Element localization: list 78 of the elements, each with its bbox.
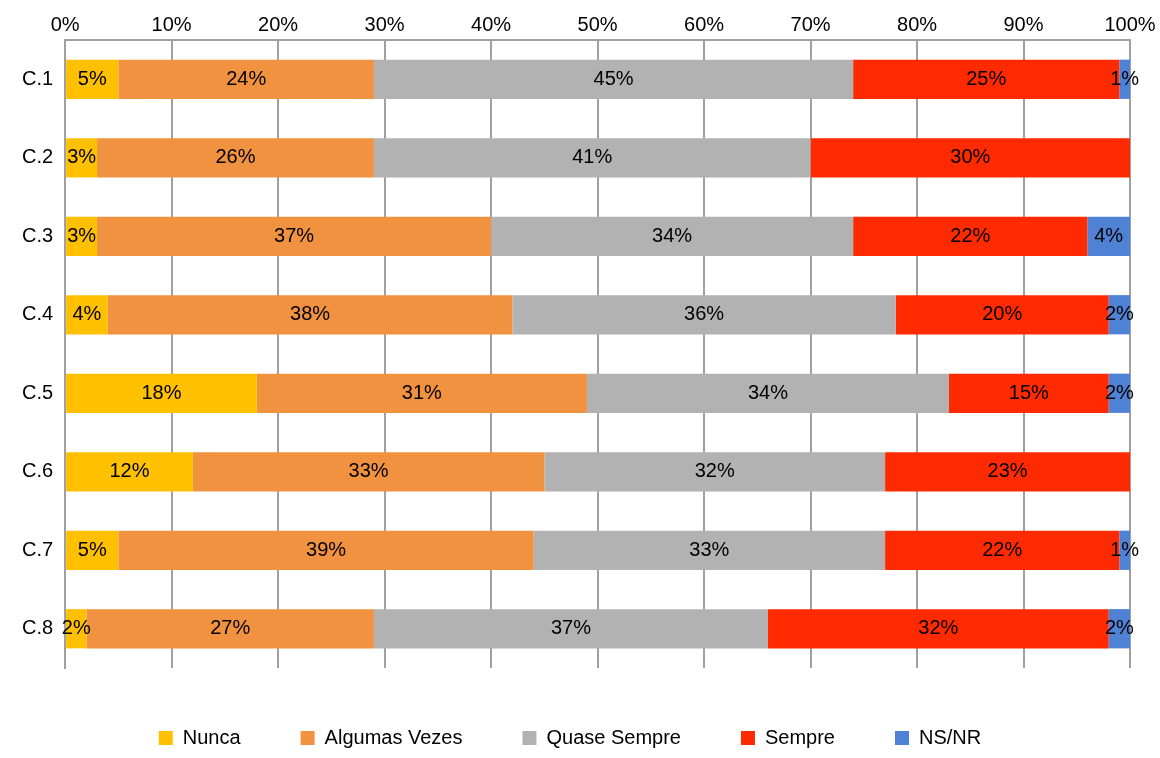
data-label: 34% xyxy=(652,223,693,246)
data-label: 1% xyxy=(1110,537,1140,560)
data-label: 5% xyxy=(77,537,107,560)
data-label: 31% xyxy=(401,380,443,403)
x-tick-label: 50% xyxy=(577,12,618,35)
bar xyxy=(256,373,587,413)
data-label: 32% xyxy=(694,459,735,482)
data-label: 3% xyxy=(67,223,97,246)
x-tick-label: 70% xyxy=(790,12,831,35)
data-label: 36% xyxy=(684,302,725,325)
y-tick-label: C.2 xyxy=(22,145,54,168)
data-label: 39% xyxy=(306,537,347,560)
x-tick-label: 90% xyxy=(1003,12,1044,35)
x-tick-label: 60% xyxy=(684,12,725,35)
y-tick-label: C.8 xyxy=(22,616,54,639)
data-label: 3% xyxy=(67,145,97,168)
legend-label: Algumas Vezes xyxy=(324,725,463,748)
data-label: 37% xyxy=(550,616,592,639)
data-label: 41% xyxy=(572,145,613,168)
data-label: 34% xyxy=(747,380,789,403)
bar xyxy=(533,530,886,570)
bar xyxy=(586,373,949,413)
bar xyxy=(853,216,1088,256)
bar xyxy=(97,216,492,256)
bar xyxy=(66,373,257,413)
bar xyxy=(373,138,811,178)
x-tick-label: 30% xyxy=(364,12,405,35)
x-tick-label: 80% xyxy=(897,12,938,35)
bar xyxy=(97,138,374,178)
data-label: 15% xyxy=(1008,380,1050,403)
data-label: 30% xyxy=(950,145,991,168)
x-tick-label: 10% xyxy=(151,12,192,35)
legend-label: Sempre xyxy=(764,725,835,748)
bar xyxy=(512,295,896,335)
bar xyxy=(107,295,513,335)
data-label: 5% xyxy=(77,66,107,89)
bar xyxy=(373,609,768,649)
bar xyxy=(66,452,193,492)
data-label: 38% xyxy=(290,302,331,325)
y-tick-label: C.6 xyxy=(22,459,54,482)
data-label: 12% xyxy=(109,459,150,482)
data-label: 27% xyxy=(210,616,251,639)
data-label: 32% xyxy=(918,616,959,639)
y-tick-label: C.3 xyxy=(22,223,54,246)
legend-label: Quase Sempre xyxy=(546,725,681,748)
data-label: 26% xyxy=(215,145,256,168)
y-tick-label: C.5 xyxy=(22,380,54,403)
data-label: 37% xyxy=(274,223,315,246)
bar xyxy=(491,216,854,256)
x-tick-label: 40% xyxy=(471,12,512,35)
bar xyxy=(118,530,534,570)
data-label: 45% xyxy=(593,66,634,89)
data-label: 33% xyxy=(689,537,730,560)
data-label: 25% xyxy=(966,66,1007,89)
bar xyxy=(885,452,1130,492)
bar xyxy=(373,59,854,99)
data-label: 23% xyxy=(987,459,1028,482)
legend-label: Nunca xyxy=(182,725,242,748)
data-label: 22% xyxy=(982,537,1023,560)
bar xyxy=(192,452,545,492)
data-label: 20% xyxy=(982,302,1023,325)
data-label: 24% xyxy=(226,66,267,89)
legend-label: NS/NR xyxy=(918,725,982,748)
y-tick-label: C.4 xyxy=(22,302,54,325)
y-tick-label: C.1 xyxy=(22,66,54,89)
data-label: 18% xyxy=(141,380,182,403)
x-tick-label: 20% xyxy=(258,12,299,35)
data-label: 4% xyxy=(1094,223,1124,246)
y-tick-label: C.7 xyxy=(22,537,54,560)
x-tick-label: 100% xyxy=(1104,12,1156,35)
x-tick-label: 0% xyxy=(50,12,80,35)
bar xyxy=(810,138,1130,178)
data-label: 22% xyxy=(950,223,991,246)
bar xyxy=(544,452,886,492)
data-label: 33% xyxy=(348,459,389,482)
data-label: 1% xyxy=(1110,66,1140,89)
bar xyxy=(118,59,374,99)
data-label: 4% xyxy=(72,302,102,325)
